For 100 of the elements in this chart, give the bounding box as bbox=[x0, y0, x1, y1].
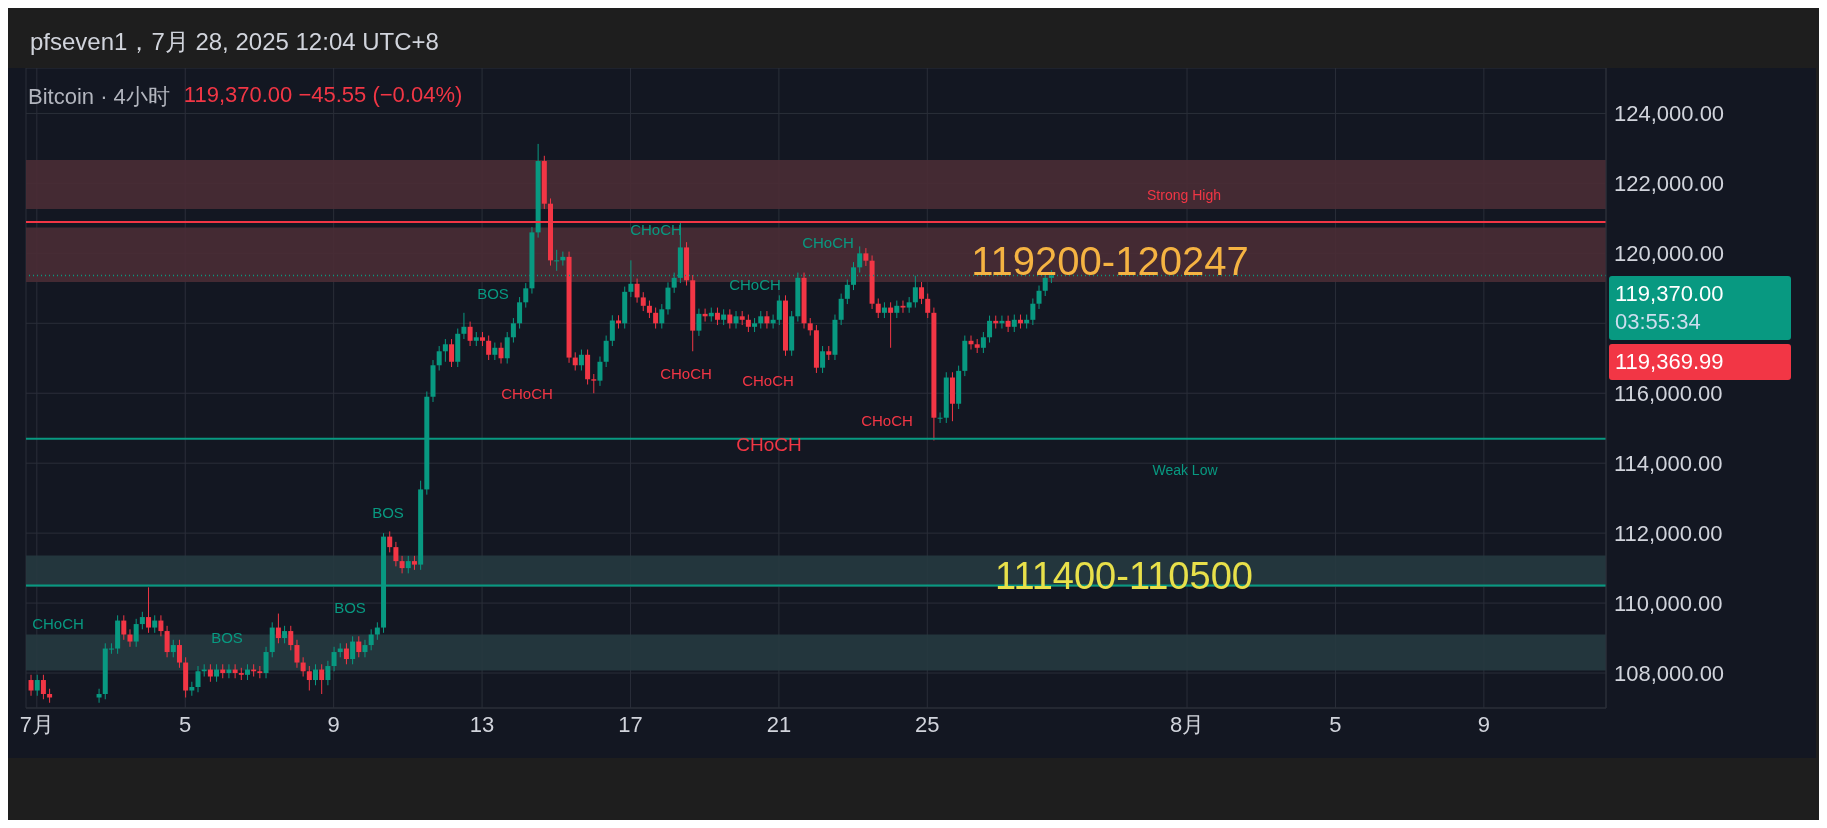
candlestick bbox=[980, 331, 986, 354]
candlestick bbox=[288, 625, 294, 651]
chart-title: pfseven1，7月 28, 2025 12:04 UTC+8 bbox=[29, 27, 440, 57]
candlestick bbox=[844, 279, 850, 305]
candlestick bbox=[603, 335, 609, 368]
candlestick bbox=[350, 635, 356, 665]
annotation: CHoCH bbox=[729, 275, 781, 293]
x-tick-label: 25 bbox=[915, 711, 940, 737]
candlestick bbox=[257, 665, 263, 679]
annotation: CHoCH bbox=[861, 411, 913, 429]
candlestick bbox=[1005, 315, 1011, 333]
candlestick bbox=[925, 293, 931, 319]
candlestick bbox=[343, 642, 349, 665]
candlestick bbox=[517, 296, 523, 330]
candlestick bbox=[121, 614, 127, 641]
candlestick bbox=[195, 665, 201, 693]
annotation: BOS bbox=[477, 284, 509, 302]
y-tick-label: 122,000.00 bbox=[1614, 171, 1725, 197]
candlestick bbox=[665, 281, 671, 316]
y-tick-label: 120,000.00 bbox=[1614, 241, 1725, 267]
text: 119,370.00 bbox=[1615, 280, 1725, 308]
candlestick bbox=[176, 639, 182, 669]
text: Bitcoin · 4小时 bbox=[28, 83, 170, 111]
candlestick bbox=[900, 300, 906, 314]
candlestick bbox=[393, 541, 399, 567]
candlestick bbox=[28, 674, 34, 697]
candlestick bbox=[498, 342, 504, 365]
candlestick bbox=[776, 294, 782, 326]
candlestick bbox=[467, 321, 473, 347]
candlestick bbox=[158, 614, 164, 637]
candlestick bbox=[34, 674, 40, 697]
text: 03:55:34 bbox=[1615, 308, 1702, 336]
candlestick bbox=[591, 373, 597, 394]
candlestick bbox=[133, 618, 139, 648]
x-tick-label: 9 bbox=[1477, 711, 1490, 737]
candlestick bbox=[486, 335, 492, 361]
candlestick bbox=[523, 282, 529, 309]
annotation: Weak Low bbox=[1152, 462, 1218, 478]
candlestick bbox=[275, 613, 281, 644]
annotation: CHoCH bbox=[742, 371, 794, 389]
candlestick bbox=[597, 356, 603, 387]
candlestick bbox=[733, 310, 739, 330]
annotation: Strong High bbox=[1147, 187, 1221, 203]
candlestick bbox=[300, 656, 306, 678]
candlestick bbox=[356, 635, 362, 658]
candlestick bbox=[40, 674, 46, 700]
annotation: CHoCH bbox=[501, 384, 553, 402]
candlestick bbox=[461, 312, 467, 340]
candlestick bbox=[313, 663, 319, 686]
candlestick bbox=[387, 530, 393, 553]
x-tick-label: 13 bbox=[469, 711, 495, 737]
x-tick-label: 17 bbox=[618, 711, 643, 737]
candlestick bbox=[368, 628, 374, 651]
candlestick bbox=[510, 317, 516, 344]
annotation: BOS bbox=[211, 628, 243, 646]
candlestick bbox=[449, 338, 455, 368]
candlestick bbox=[857, 245, 863, 274]
annotation: 119200-120247 bbox=[971, 239, 1249, 283]
annotation: CHoCH bbox=[736, 433, 802, 455]
candlestick bbox=[1036, 285, 1042, 310]
y-tick-label: 114,000.00 bbox=[1614, 451, 1723, 476]
annotation: CHoCH bbox=[32, 614, 84, 632]
candlestick bbox=[875, 297, 881, 319]
candlestick bbox=[764, 310, 770, 330]
x-tick-label: 9 bbox=[327, 711, 340, 737]
candlestick bbox=[863, 247, 869, 267]
x-tick-label: 5 bbox=[1329, 711, 1342, 737]
candlestick bbox=[888, 301, 894, 349]
candlestick bbox=[331, 646, 337, 672]
x-tick-label: 8月 bbox=[1169, 711, 1205, 737]
candlestick bbox=[127, 628, 133, 648]
candlestick bbox=[1030, 297, 1036, 326]
candlestick bbox=[572, 351, 578, 372]
y-tick-label: 108,000.00 bbox=[1614, 660, 1725, 686]
candlestick bbox=[659, 303, 665, 330]
candlestick bbox=[820, 345, 826, 374]
candlestick bbox=[294, 639, 300, 669]
candlestick bbox=[362, 639, 368, 658]
y-tick-label: 116,000.00 bbox=[1614, 381, 1723, 407]
annotation: BOS bbox=[372, 503, 404, 521]
candlestick bbox=[319, 663, 325, 695]
candlestick bbox=[504, 331, 510, 365]
candlestick bbox=[838, 293, 844, 326]
candlestick bbox=[912, 275, 918, 309]
annotation: CHoCH bbox=[802, 233, 854, 251]
x-tick-label: 21 bbox=[766, 711, 792, 737]
candlestick bbox=[306, 665, 312, 692]
annotation: BOS bbox=[334, 598, 366, 616]
x-tick-label: 7月 bbox=[19, 711, 54, 737]
candlestick bbox=[442, 338, 448, 363]
candlestick bbox=[919, 281, 925, 305]
text: 119,369.99 bbox=[1609, 344, 1791, 380]
candlestick bbox=[640, 291, 646, 312]
y-tick-label: 112,000.00 bbox=[1614, 520, 1723, 546]
candlestick bbox=[634, 278, 640, 304]
candlestick bbox=[987, 315, 993, 344]
candlestick bbox=[609, 314, 615, 347]
annotation: CHoCH bbox=[660, 364, 712, 382]
candlestick bbox=[325, 660, 331, 686]
annotation: 111400-110500 bbox=[995, 555, 1253, 597]
